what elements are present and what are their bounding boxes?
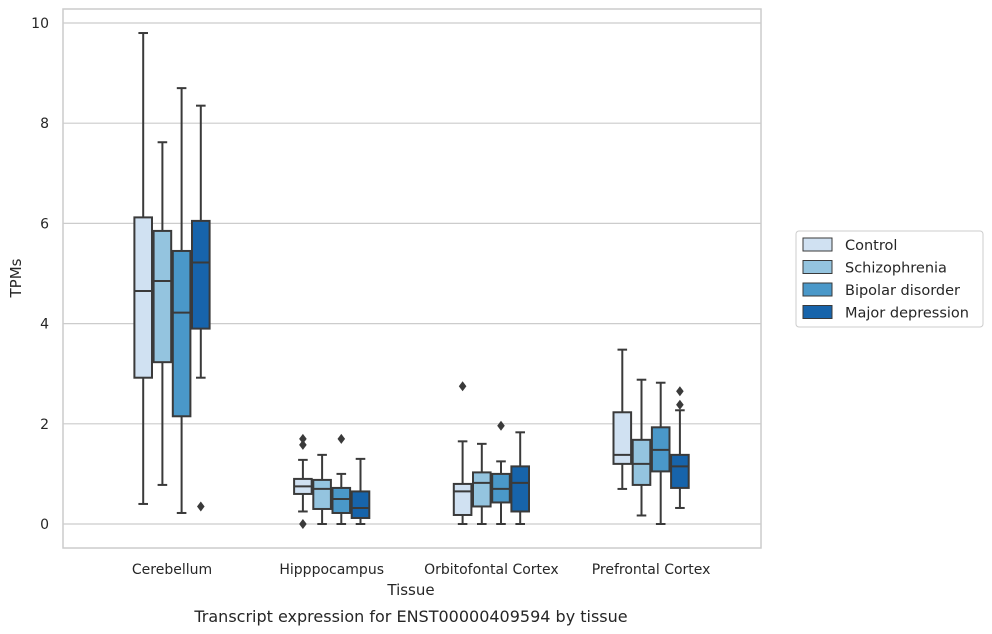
box-iqr bbox=[472, 471, 492, 508]
legend-swatch bbox=[802, 237, 833, 252]
box-iqr bbox=[452, 482, 473, 516]
x-tick-label: Orbitofontal Cortex bbox=[424, 562, 559, 578]
box-plot-box bbox=[510, 431, 530, 525]
outlier-point bbox=[497, 420, 505, 431]
box-plot-box bbox=[133, 32, 153, 505]
y-tick-label: 4 bbox=[40, 317, 49, 333]
box-plot-box bbox=[472, 442, 492, 525]
box-iqr bbox=[312, 478, 332, 510]
y-tick-label: 10 bbox=[31, 16, 49, 32]
box-iqr bbox=[152, 229, 173, 364]
plot-frame bbox=[62, 8, 762, 549]
y-axis-ticks: 0 2 4 6 8 10 bbox=[31, 16, 49, 533]
box-plot-box bbox=[612, 348, 633, 490]
legend-label: Major depression bbox=[845, 306, 969, 322]
legend-frame bbox=[795, 230, 984, 328]
outlier-point bbox=[299, 439, 307, 450]
box-plot-box bbox=[650, 381, 671, 525]
legend-label: Bipolar disorder bbox=[845, 283, 960, 299]
box-iqr bbox=[331, 486, 352, 514]
box-plot-box bbox=[293, 433, 313, 529]
outlier-point bbox=[299, 519, 307, 529]
box-iqr bbox=[350, 490, 371, 519]
box-iqr bbox=[670, 453, 690, 489]
box-plot-box bbox=[350, 457, 371, 525]
legend-label: Schizophrenia bbox=[845, 261, 947, 277]
box-plot-box bbox=[171, 87, 192, 514]
legend-swatch bbox=[802, 305, 833, 319]
box-plot-box bbox=[491, 420, 511, 525]
box-plot-box bbox=[670, 386, 690, 509]
box-iqr bbox=[171, 249, 192, 418]
box-plot-box bbox=[631, 378, 652, 517]
y-tick-label: 2 bbox=[40, 417, 49, 433]
y-tick-label: 8 bbox=[40, 116, 49, 132]
x-axis-title: Tissue bbox=[386, 581, 434, 599]
outlier-point bbox=[197, 501, 205, 512]
y-axis-title: TPMs bbox=[7, 258, 25, 298]
box-iqr bbox=[191, 219, 211, 330]
outlier-point bbox=[299, 433, 307, 444]
box-iqr bbox=[612, 411, 633, 465]
box-iqr bbox=[510, 465, 530, 513]
outlier-point bbox=[458, 381, 467, 392]
x-axis-ticks: Cerebellum Hipppocampus Orbitofontal Corte… bbox=[132, 562, 711, 578]
outlier-point bbox=[676, 386, 684, 397]
outlier-point bbox=[676, 399, 684, 410]
legend-swatch bbox=[802, 282, 833, 297]
box-plot-box bbox=[312, 453, 332, 525]
box-iqr bbox=[631, 438, 652, 486]
legend-label: Control bbox=[845, 238, 897, 254]
figure-caption: Transcript expression for ENST0000040959… bbox=[193, 607, 627, 626]
legend-swatch bbox=[802, 260, 833, 274]
y-tick-label: 6 bbox=[40, 216, 49, 232]
box-plot-series bbox=[133, 32, 690, 529]
y-tick-label: 0 bbox=[40, 517, 49, 533]
outlier-point bbox=[337, 433, 346, 444]
box-plot-box bbox=[191, 104, 211, 512]
box-plot-box bbox=[452, 381, 473, 525]
x-tick-label: Prefrontal Cortex bbox=[592, 562, 711, 578]
x-tick-label: Hipppocampus bbox=[279, 562, 384, 578]
box-iqr bbox=[133, 216, 153, 379]
box-plot-box bbox=[152, 141, 173, 486]
box-plot-box bbox=[331, 433, 352, 525]
legend: Control Schizophrenia Bipolar disorder Majo… bbox=[795, 230, 984, 328]
x-tick-label: Cerebellum bbox=[132, 562, 212, 578]
